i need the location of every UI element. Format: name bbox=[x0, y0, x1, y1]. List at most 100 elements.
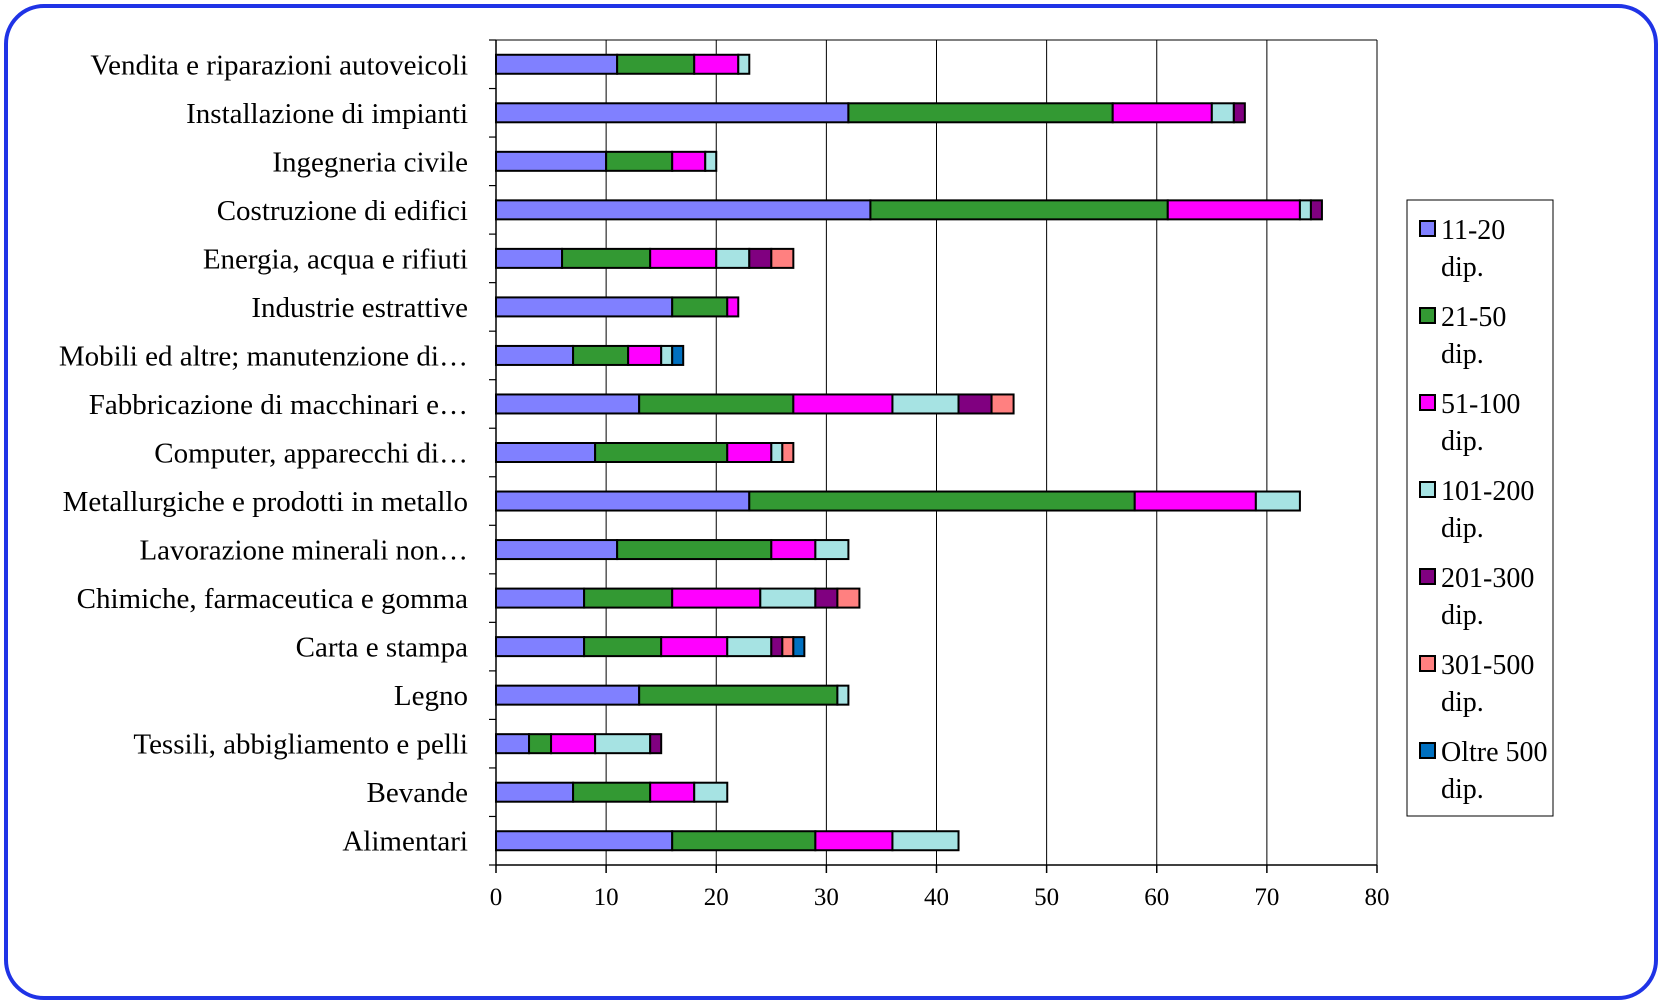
x-tick-label: 40 bbox=[924, 884, 949, 911]
bar-segment-201-300-dip bbox=[814, 587, 839, 609]
bar-segment-21-50-dip bbox=[869, 199, 1169, 221]
bar-segment-51-100-dip bbox=[792, 393, 894, 415]
legend-box bbox=[1406, 199, 1554, 817]
category-label: Mobili ed altre; manutenzione di… bbox=[59, 340, 468, 372]
bar-segment-21-50-dip bbox=[572, 781, 652, 803]
bar-segment-101-200-dip bbox=[814, 539, 850, 561]
legend-label: dip. bbox=[1441, 600, 1484, 631]
bar-segment-51-100-dip bbox=[1133, 490, 1257, 512]
bar-segment-11-20-dip bbox=[495, 150, 608, 172]
bar-segment-301-500-dip bbox=[770, 247, 795, 269]
category-label: Computer, apparecchi di… bbox=[154, 438, 468, 470]
bar-segment-101-200-dip bbox=[891, 393, 960, 415]
bar-segment-101-200-dip bbox=[1298, 199, 1312, 221]
category-label: Lavorazione minerali non… bbox=[139, 535, 468, 567]
x-tick-label: 80 bbox=[1365, 884, 1390, 911]
bar-segment-21-50-dip bbox=[616, 53, 696, 75]
bar-segment-101-200-dip bbox=[770, 442, 784, 463]
bar-segment-301-500-dip bbox=[781, 636, 795, 658]
legend-label: dip. bbox=[1441, 687, 1484, 718]
category-label: Vendita e riparazioni autoveicoli bbox=[90, 49, 468, 81]
bar-segment-101-200-dip bbox=[726, 636, 773, 658]
bar-segment-11-20-dip bbox=[495, 587, 586, 609]
bar-segment-11-20-dip bbox=[495, 684, 641, 706]
legend-label: dip. bbox=[1441, 252, 1484, 283]
x-tick-label: 60 bbox=[1144, 884, 1169, 911]
bar-segment-51-100-dip bbox=[770, 539, 817, 561]
bar-segment-51-100-dip bbox=[649, 781, 696, 803]
bar-segment-21-50-dip bbox=[528, 733, 553, 755]
legend-label: dip. bbox=[1441, 513, 1484, 544]
category-label: Fabbricazione di macchinari e… bbox=[89, 389, 468, 421]
bar-segment-11-20-dip bbox=[495, 636, 586, 658]
bar-segment-201-300-dip bbox=[1309, 199, 1323, 221]
x-tick-label: 0 bbox=[490, 884, 503, 911]
bar-segment-51-100-dip bbox=[627, 344, 663, 366]
bar-segment-21-50-dip bbox=[583, 587, 674, 609]
bar-segment-101-200-dip bbox=[594, 733, 652, 755]
legend-swatch-oltre-500-dip bbox=[1419, 742, 1436, 759]
bar-segment-oltre-500-dip bbox=[671, 344, 685, 366]
x-tick-label: 30 bbox=[814, 884, 839, 911]
legend-swatch-51-100-dip bbox=[1419, 394, 1436, 411]
bar-segment-51-100-dip bbox=[726, 296, 740, 318]
bar-segment-11-20-dip bbox=[495, 102, 850, 124]
legend-label: dip. bbox=[1441, 774, 1484, 805]
x-tick-label: 10 bbox=[594, 884, 619, 911]
bar-segment-21-50-dip bbox=[605, 150, 674, 172]
bar-segment-101-200-dip bbox=[836, 684, 850, 706]
category-label: Installazione di impianti bbox=[186, 98, 468, 130]
category-label: Energia, acqua e rifiuti bbox=[203, 243, 468, 275]
bar-segment-201-300-dip bbox=[1232, 102, 1246, 124]
bar-segment-51-100-dip bbox=[550, 733, 597, 755]
category-label: Industrie estrattive bbox=[251, 292, 468, 324]
x-tick-label: 20 bbox=[704, 884, 729, 911]
bar-segment-21-50-dip bbox=[616, 539, 773, 561]
legend-swatch-11-20-dip bbox=[1419, 220, 1436, 237]
bar-segment-301-500-dip bbox=[781, 442, 795, 463]
x-tick-label: 50 bbox=[1034, 884, 1059, 911]
bar-segment-301-500-dip bbox=[990, 393, 1015, 415]
legend-label: dip. bbox=[1441, 339, 1484, 370]
category-label: Metallurgiche e prodotti in metallo bbox=[63, 486, 468, 518]
bar-segment-51-100-dip bbox=[649, 247, 718, 269]
bar-segment-11-20-dip bbox=[495, 247, 564, 269]
category-label: Alimentari bbox=[342, 826, 468, 858]
bar-segment-101-200-dip bbox=[693, 781, 729, 803]
bar-segment-101-200-dip bbox=[1210, 102, 1235, 124]
category-label: Chimiche, farmaceutica e gomma bbox=[77, 583, 468, 615]
legend-label: 301-500 bbox=[1441, 650, 1534, 681]
bar-segment-21-50-dip bbox=[748, 490, 1136, 512]
bar-segment-21-50-dip bbox=[638, 684, 839, 706]
bar-segment-11-20-dip bbox=[495, 296, 674, 318]
legend-swatch-21-50-dip bbox=[1419, 307, 1436, 324]
bar-segment-21-50-dip bbox=[594, 442, 729, 463]
bar-segment-21-50-dip bbox=[583, 636, 663, 658]
category-label: Tessili, abbigliamento e pelli bbox=[133, 729, 468, 761]
bar-segment-101-200-dip bbox=[737, 53, 751, 75]
bar-segment-11-20-dip bbox=[495, 344, 575, 366]
bar-segment-21-50-dip bbox=[638, 393, 795, 415]
legend-swatch-301-500-dip bbox=[1419, 655, 1436, 672]
bar-segment-11-20-dip bbox=[495, 199, 872, 221]
bar-segment-51-100-dip bbox=[671, 587, 762, 609]
bar-segment-11-20-dip bbox=[495, 781, 575, 803]
bar-segment-11-20-dip bbox=[495, 830, 674, 852]
bar-segment-101-200-dip bbox=[660, 344, 674, 366]
bar-segment-101-200-dip bbox=[704, 150, 718, 172]
bar-segment-11-20-dip bbox=[495, 490, 751, 512]
legend-swatch-101-200-dip bbox=[1419, 481, 1436, 498]
bar-segment-51-100-dip bbox=[671, 150, 707, 172]
bar-segment-301-500-dip bbox=[836, 587, 861, 609]
bar-segment-201-300-dip bbox=[748, 247, 773, 269]
bar-segment-21-50-dip bbox=[561, 247, 652, 269]
x-tick-label: 70 bbox=[1254, 884, 1279, 911]
legend-label: 101-200 bbox=[1441, 476, 1534, 507]
bar-segment-21-50-dip bbox=[671, 830, 817, 852]
bar-segment-51-100-dip bbox=[1111, 102, 1213, 124]
bar-segment-51-100-dip bbox=[814, 830, 894, 852]
category-label: Costruzione di edifici bbox=[217, 195, 468, 227]
bar-segment-11-20-dip bbox=[495, 393, 641, 415]
legend-label: 51-100 bbox=[1441, 389, 1520, 420]
